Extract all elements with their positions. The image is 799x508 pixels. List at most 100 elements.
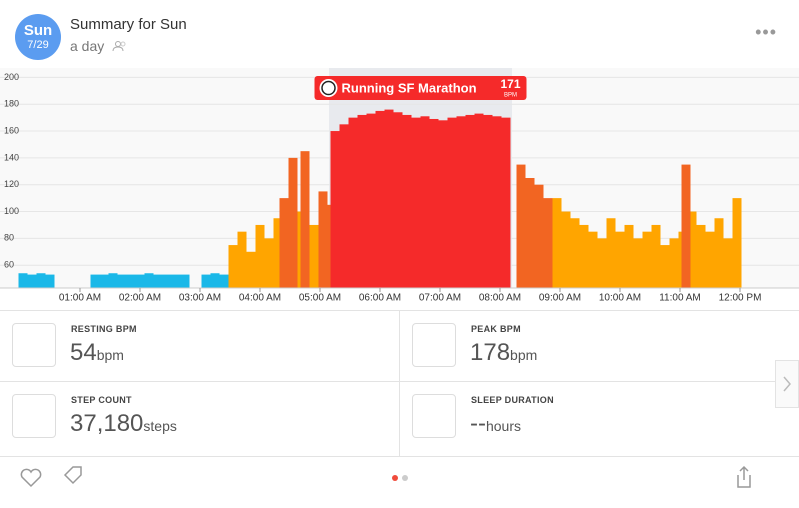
bar — [501, 117, 511, 288]
bar — [27, 274, 37, 288]
bar — [108, 273, 118, 288]
footer-icons — [20, 465, 751, 488]
bar — [393, 112, 403, 288]
tag-button[interactable] — [63, 466, 82, 485]
bar — [255, 224, 265, 288]
stat-icon — [412, 323, 456, 367]
stat-cell: SLEEP DURATION --hours — [400, 382, 799, 454]
bar — [279, 198, 289, 288]
bar — [273, 218, 283, 288]
bar — [117, 274, 127, 288]
bar — [264, 238, 274, 288]
bar — [288, 157, 298, 288]
bar — [420, 116, 430, 288]
stat-value-row: 178bpm — [470, 339, 537, 367]
bar — [36, 273, 46, 288]
stat-value: -- — [470, 410, 486, 437]
bar — [180, 274, 190, 288]
x-tick-label: 02:00 AM — [119, 293, 161, 304]
x-tick-label: 06:00 AM — [359, 293, 401, 304]
bar — [366, 113, 376, 288]
x-tick-label: 03:00 AM — [179, 293, 221, 304]
bar — [144, 273, 154, 288]
stat-icon — [412, 394, 456, 438]
bar — [447, 117, 457, 288]
bar — [615, 231, 625, 288]
stat-value: 178 — [470, 339, 511, 366]
bar — [339, 124, 349, 288]
y-tick-label: 80 — [4, 233, 14, 243]
bar — [90, 274, 100, 288]
x-tick-label: 12:00 PM — [719, 293, 762, 304]
bar — [201, 274, 211, 288]
y-tick-label: 180 — [4, 99, 19, 109]
x-tick-label: 11:00 AM — [659, 293, 701, 304]
date: 7/29 — [27, 39, 49, 51]
subtitle: a day — [70, 38, 128, 54]
bar — [660, 245, 670, 288]
bar — [597, 238, 607, 288]
bar — [228, 245, 238, 288]
like-button[interactable] — [20, 468, 42, 488]
bar — [219, 274, 229, 288]
x-tick-label: 07:00 AM — [419, 293, 461, 304]
bar — [606, 218, 616, 288]
bar — [483, 114, 493, 288]
bar — [309, 224, 319, 288]
bar — [723, 238, 733, 288]
bar — [429, 118, 439, 288]
bar — [561, 211, 571, 288]
activity-bpm: 171 — [500, 77, 520, 91]
page-dot — [392, 475, 398, 481]
bar — [687, 211, 697, 288]
bar — [732, 198, 742, 288]
day: Sun — [23, 22, 53, 39]
activity-icon-ball — [321, 80, 336, 96]
activity-unit: BPM — [504, 93, 517, 99]
y-tick-label: 140 — [4, 152, 19, 162]
bar — [525, 178, 535, 288]
x-tick-label: 10:00 AM — [599, 293, 641, 304]
bar — [126, 274, 136, 288]
bar — [348, 117, 358, 288]
bar — [357, 114, 367, 288]
activity-name: Running SF Marathon — [342, 80, 477, 95]
bar — [633, 238, 643, 288]
share-button[interactable] — [737, 465, 751, 488]
x-tick-label: 01:00 AM — [59, 293, 101, 304]
bar — [492, 116, 502, 288]
bar — [162, 274, 172, 288]
bar — [99, 274, 109, 288]
bar — [438, 120, 448, 288]
stat-icon — [12, 394, 56, 438]
bar — [384, 109, 394, 289]
more-menu[interactable]: ••• — [755, 22, 777, 42]
stat-value-row: 37,180steps — [70, 410, 177, 438]
bar — [465, 114, 475, 288]
bar — [588, 231, 598, 288]
stat-value-row: 54bpm — [70, 339, 124, 367]
y-tick-label: 60 — [4, 260, 14, 270]
stat-value: 37,180 — [70, 410, 144, 437]
bar — [642, 231, 652, 288]
bar — [237, 231, 247, 288]
bar — [651, 224, 661, 288]
stat-value: 54 — [70, 339, 97, 366]
x-tick-label: 08:00 AM — [479, 293, 521, 304]
subtitle-text: a day — [70, 38, 105, 54]
bar — [552, 198, 562, 288]
bar — [705, 231, 715, 288]
page-dot — [402, 475, 408, 481]
bar — [534, 184, 544, 288]
title: Summary for Sun — [70, 16, 187, 33]
bar — [210, 273, 220, 288]
next-arrow[interactable] — [775, 360, 799, 408]
stat-unit: steps — [143, 418, 177, 434]
y-tick-label: 100 — [4, 206, 19, 216]
bar — [456, 116, 466, 288]
heart-rate-chart: 60 80 100 120 140 160 180 200 01:00 AM 02:00 AM 03… — [0, 68, 799, 304]
bar — [669, 238, 679, 288]
stat-unit: bpm — [510, 347, 538, 363]
people-icon — [112, 41, 126, 52]
